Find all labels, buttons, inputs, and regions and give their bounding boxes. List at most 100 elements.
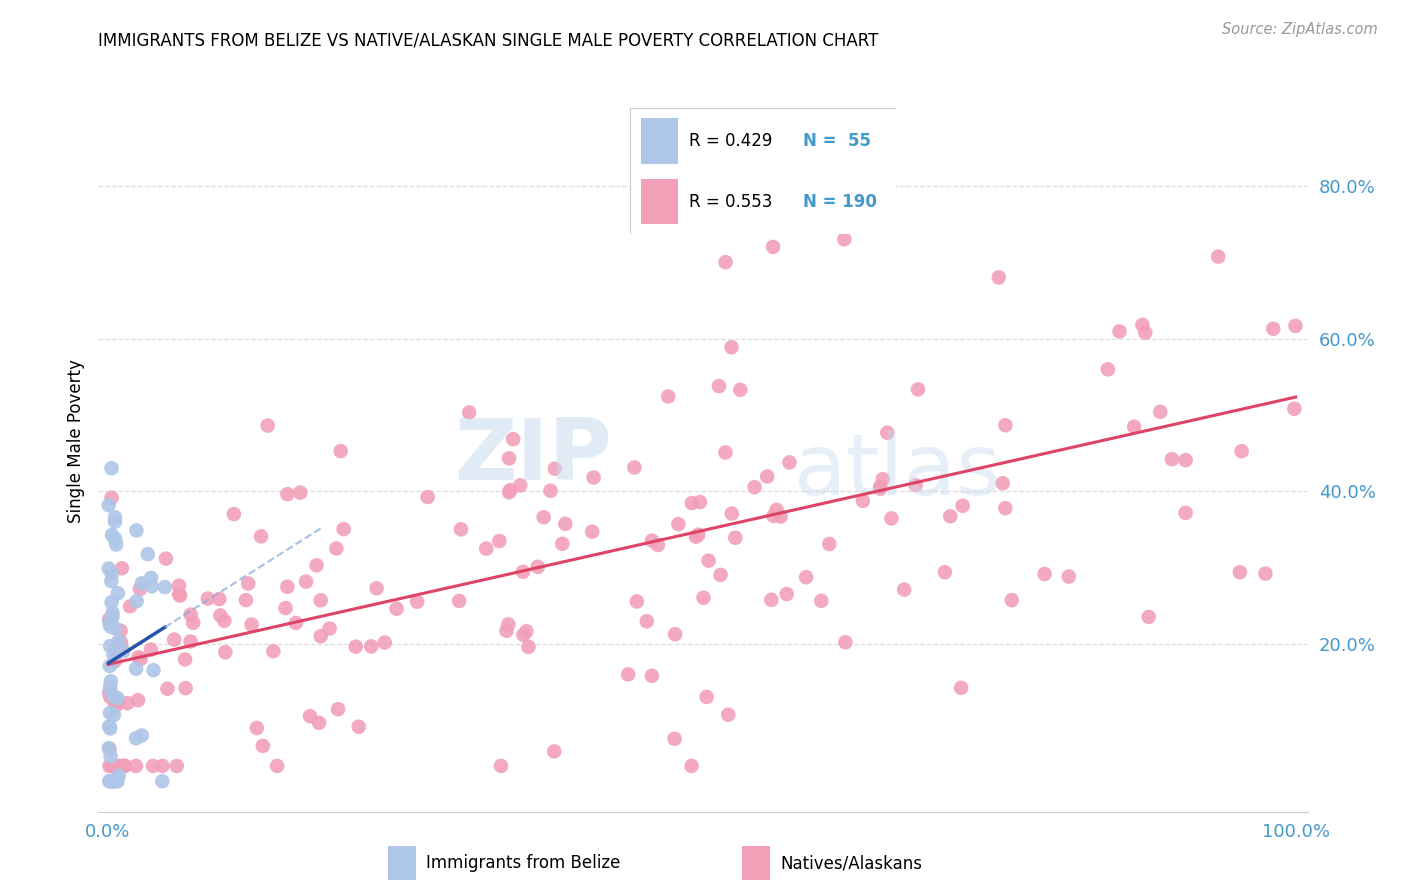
Point	[489, 759, 512, 773]
Point	[1174, 453, 1197, 467]
Point	[197, 591, 219, 606]
Point	[1229, 566, 1251, 580]
Point	[647, 538, 669, 552]
Point	[1174, 506, 1197, 520]
Point	[139, 571, 162, 585]
Point	[107, 634, 129, 648]
Point	[98, 612, 121, 626]
Point	[717, 707, 740, 722]
Point	[834, 635, 856, 649]
Text: R = 0.429: R = 0.429	[689, 132, 772, 150]
Point	[167, 579, 190, 593]
Point	[125, 759, 148, 773]
Point	[153, 580, 176, 594]
Point	[100, 491, 122, 505]
Point	[495, 624, 517, 638]
Point	[1206, 250, 1229, 264]
Point	[1284, 318, 1306, 333]
Point	[98, 659, 121, 673]
Point	[299, 709, 322, 723]
Point	[108, 694, 131, 708]
Point	[98, 719, 121, 733]
Point	[111, 561, 134, 575]
Point	[125, 524, 148, 538]
Point	[104, 510, 127, 524]
Point	[174, 681, 197, 695]
Point	[98, 686, 121, 700]
Point	[934, 566, 956, 580]
Point	[238, 576, 260, 591]
Point	[1001, 593, 1024, 607]
Point	[749, 125, 772, 139]
Point	[129, 652, 152, 666]
Point	[449, 594, 471, 608]
Text: Natives/Alaskans: Natives/Alaskans	[780, 854, 922, 872]
Point	[101, 606, 124, 620]
Point	[309, 593, 332, 607]
Point	[101, 528, 124, 542]
Point	[103, 648, 125, 662]
Point	[1263, 322, 1285, 336]
Point	[98, 720, 121, 734]
Point	[1149, 405, 1171, 419]
Point	[876, 425, 898, 440]
Point	[98, 680, 121, 694]
Point	[98, 722, 121, 736]
Point	[696, 690, 718, 704]
Point	[112, 644, 135, 658]
Point	[551, 537, 574, 551]
Point	[991, 476, 1014, 491]
Point	[488, 534, 510, 549]
Point	[107, 769, 129, 783]
Point	[167, 587, 190, 601]
Point	[765, 503, 787, 517]
Point	[641, 669, 664, 683]
Point	[517, 640, 540, 654]
Point	[235, 593, 257, 607]
Point	[582, 470, 605, 484]
Point	[308, 715, 330, 730]
Point	[554, 516, 576, 531]
Point	[1130, 318, 1153, 332]
Point	[685, 530, 707, 544]
Point	[156, 681, 179, 696]
Point	[98, 639, 121, 653]
Text: R = 0.553: R = 0.553	[689, 193, 772, 211]
Point	[110, 635, 132, 649]
Point	[707, 379, 730, 393]
Point	[163, 632, 186, 647]
FancyBboxPatch shape	[388, 846, 416, 880]
Point	[110, 624, 132, 638]
Point	[406, 595, 429, 609]
Point	[681, 759, 703, 773]
Point	[125, 662, 148, 676]
Point	[100, 674, 122, 689]
Text: N = 190: N = 190	[803, 193, 877, 211]
Point	[209, 608, 232, 623]
Point	[114, 759, 136, 773]
Point	[769, 509, 792, 524]
Point	[276, 580, 298, 594]
Point	[111, 759, 134, 773]
Point	[131, 576, 153, 591]
Point	[325, 541, 347, 556]
Point	[274, 601, 297, 615]
Point	[104, 532, 127, 546]
Point	[498, 485, 520, 500]
Point	[105, 774, 128, 789]
FancyBboxPatch shape	[641, 119, 678, 164]
Point	[108, 759, 131, 773]
Text: Immigrants from Belize: Immigrants from Belize	[426, 854, 620, 872]
Point	[150, 774, 173, 789]
Point	[295, 574, 318, 589]
Point	[872, 472, 894, 486]
Point	[326, 702, 349, 716]
Point	[142, 759, 165, 773]
Point	[709, 568, 731, 582]
Point	[141, 579, 163, 593]
Point	[104, 759, 127, 773]
Point	[142, 663, 165, 677]
Point	[744, 480, 766, 494]
Text: Source: ZipAtlas.com: Source: ZipAtlas.com	[1222, 22, 1378, 37]
FancyBboxPatch shape	[630, 108, 897, 235]
